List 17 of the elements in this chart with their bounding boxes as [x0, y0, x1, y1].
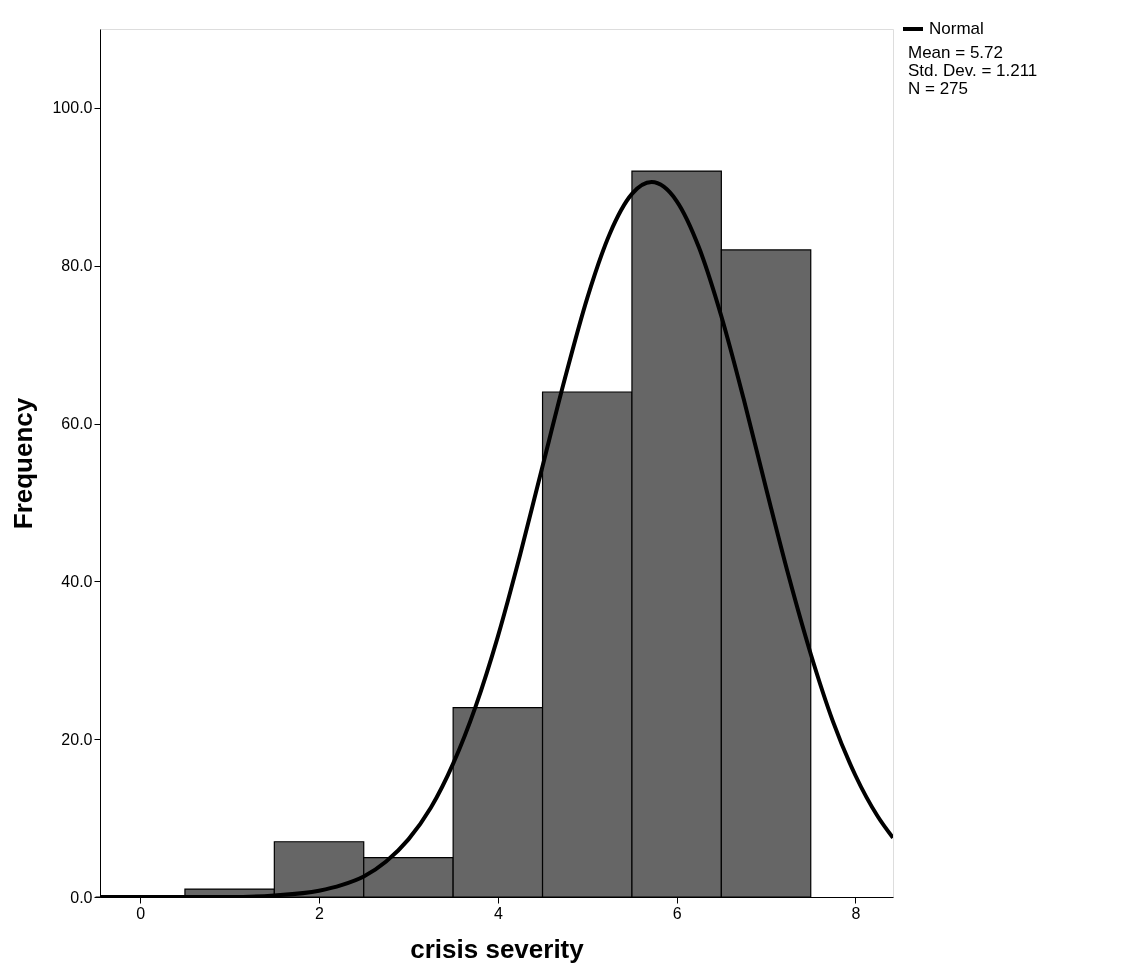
- y-tick-label: 20.0: [61, 730, 93, 748]
- text: Mean = 5.72: [908, 43, 1003, 62]
- x-tick-label: 2: [315, 904, 325, 922]
- y-tick-label: 40.0: [61, 572, 93, 590]
- legend-label: Normal: [929, 19, 984, 38]
- text: Std. Dev. = 1.211: [908, 61, 1038, 80]
- y-tick-label: 100.0: [52, 99, 93, 117]
- y-tick-label: 80.0: [61, 257, 93, 275]
- x-axis-title: crisis severity: [410, 933, 585, 964]
- x-tick-label: 4: [493, 904, 503, 922]
- x-tick-label: 0: [136, 904, 146, 922]
- y-axis-title: Frequency: [8, 397, 39, 530]
- x-tick-label: 6: [672, 904, 682, 922]
- y-tick-label: 60.0: [61, 415, 93, 433]
- text: N = 275: [908, 79, 969, 98]
- y-tick-label: 0.0: [70, 888, 93, 906]
- x-tick-label: 8: [851, 904, 861, 922]
